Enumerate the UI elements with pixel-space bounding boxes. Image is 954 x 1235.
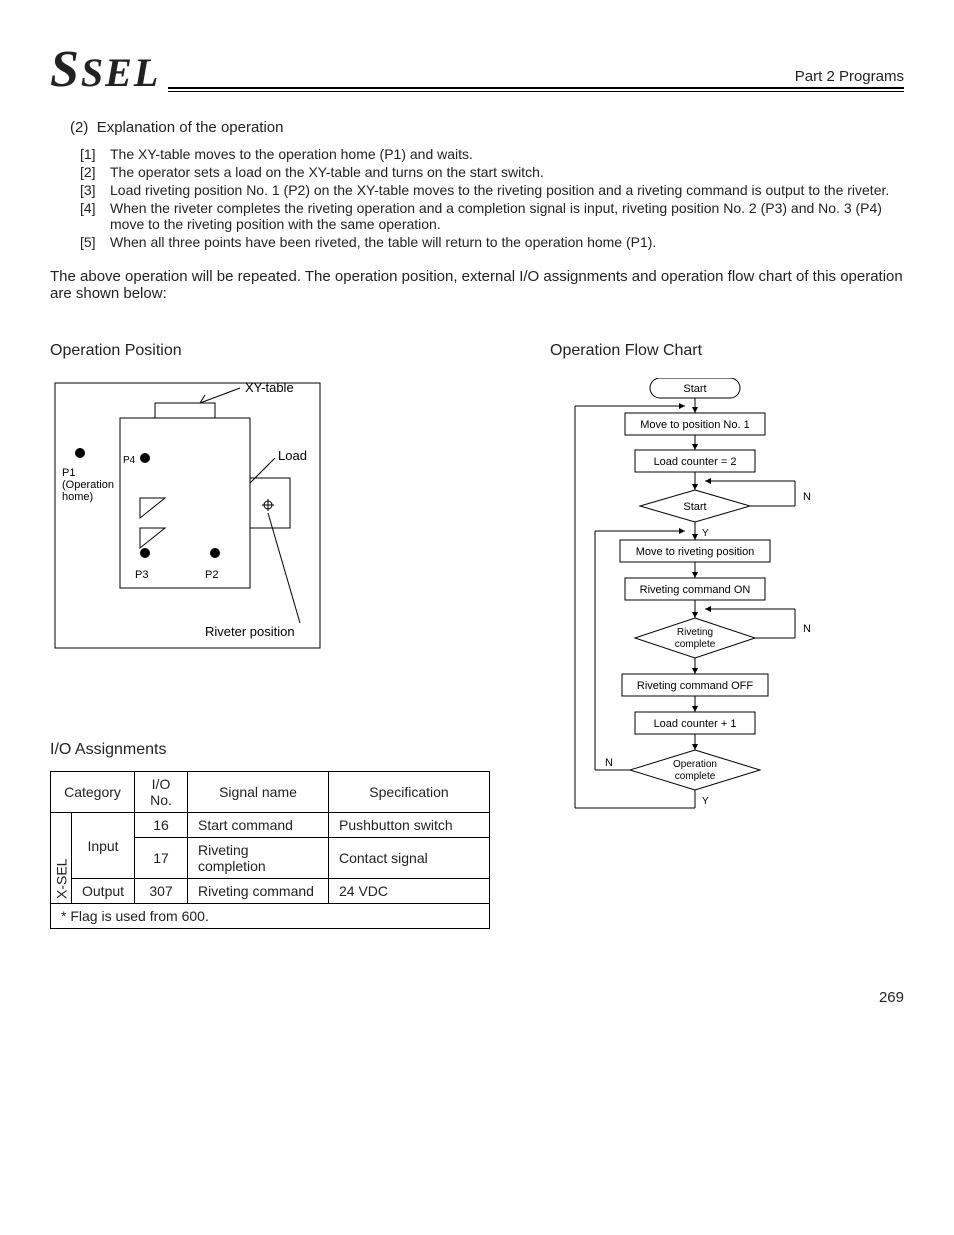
flowchart: Start Move to position No. 1 Load counte… [550, 378, 840, 878]
svg-text:Riveting: Riveting [677, 627, 713, 638]
operation-position-diagram: XY-table Load Riveter position P1 (Opera… [50, 378, 390, 658]
svg-text:complete: complete [675, 771, 716, 782]
svg-text:Y: Y [702, 796, 709, 807]
operation-steps: [1]The XY-table moves to the operation h… [80, 146, 904, 250]
svg-text:P2: P2 [205, 569, 218, 581]
io-title: I/O Assignments [50, 741, 490, 759]
svg-text:N: N [803, 491, 811, 503]
svg-text:P4: P4 [123, 455, 136, 466]
summary-paragraph: The above operation will be repeated. Th… [50, 268, 904, 302]
svg-text:Start: Start [683, 501, 706, 513]
io-table: Category I/O No. Signal name Specificati… [50, 771, 490, 929]
svg-text:Riveter position: Riveter position [205, 624, 295, 639]
svg-text:Move to position No. 1: Move to position No. 1 [640, 419, 749, 431]
svg-text:Load counter + 1: Load counter + 1 [654, 718, 737, 730]
svg-text:Start: Start [683, 383, 706, 395]
svg-text:Load: Load [278, 448, 307, 463]
section-heading: (2) Explanation of the operation [70, 119, 904, 136]
page-header: SSEL Part 2 Programs [50, 40, 904, 99]
svg-text:complete: complete [675, 639, 716, 650]
svg-text:Load counter = 2: Load counter = 2 [654, 456, 737, 468]
svg-text:N: N [605, 757, 613, 769]
svg-text:Riveting command ON: Riveting command ON [640, 584, 751, 596]
part-label: Part 2 Programs [168, 68, 904, 87]
svg-text:XY-table: XY-table [245, 380, 294, 395]
logo: SSEL [50, 40, 160, 99]
svg-text:Move to riveting position: Move to riveting position [636, 546, 755, 558]
svg-text:Operation: Operation [673, 759, 717, 770]
svg-text:P3: P3 [135, 569, 148, 581]
svg-text:P1: P1 [62, 467, 75, 479]
op-pos-title: Operation Position [50, 342, 490, 360]
svg-text:N: N [803, 623, 811, 635]
svg-text:Y: Y [702, 528, 709, 539]
page-number: 269 [50, 989, 904, 1006]
svg-text:Riveting command OFF: Riveting command OFF [637, 680, 753, 692]
svg-text:(Operation: (Operation [62, 479, 114, 491]
flow-title: Operation Flow Chart [550, 342, 904, 360]
svg-text:home): home) [62, 491, 93, 503]
